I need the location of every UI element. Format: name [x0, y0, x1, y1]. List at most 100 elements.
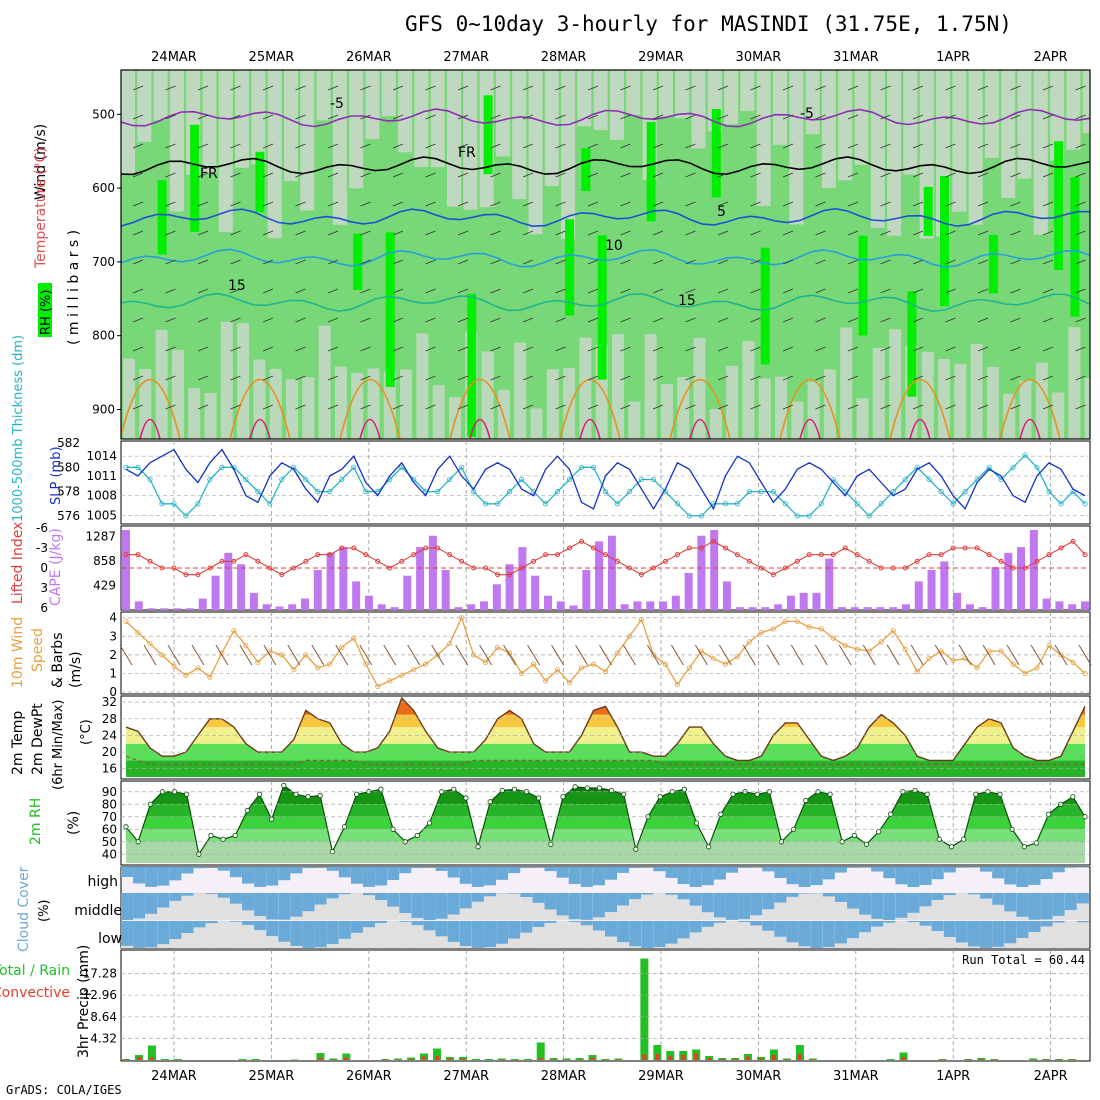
wind10-point — [255, 659, 261, 665]
cape-bar — [428, 535, 437, 610]
wind10-barb — [886, 644, 900, 666]
wind-barb — [847, 85, 859, 91]
wind-barb — [652, 114, 664, 120]
wind-barb — [587, 288, 599, 294]
wind-barb — [717, 375, 729, 381]
wind-barb — [880, 317, 891, 323]
wind10-point — [183, 672, 189, 678]
wind-barb — [685, 317, 696, 323]
precip-convective-bar — [733, 1059, 738, 1060]
cape-bar — [735, 607, 744, 610]
precip-convective-bar — [344, 1057, 349, 1060]
cape-bar — [492, 584, 501, 610]
rh-moist-patch — [255, 151, 265, 213]
cape-bar — [582, 570, 591, 610]
wind-barb — [132, 259, 144, 265]
rh-dry-patch — [740, 70, 755, 112]
wind-barb — [230, 172, 241, 178]
thickness-point — [1082, 501, 1088, 507]
cloud-high-bar — [459, 867, 472, 884]
wind-barb — [1042, 288, 1054, 294]
cloud-middle-bar — [701, 893, 714, 913]
li-point — [147, 558, 153, 564]
wind-barb — [685, 143, 696, 149]
rh-point — [681, 786, 688, 792]
cloud-high-bar — [665, 867, 678, 878]
cloud-high-bar — [919, 867, 932, 885]
li-tick-label: 6 — [40, 601, 48, 615]
cloud-low-bar — [847, 921, 859, 939]
rh-dry-patch — [237, 322, 250, 439]
rh-dry-patch — [432, 385, 445, 439]
y-tick-label: 1 — [109, 666, 117, 680]
wind-barb — [782, 114, 794, 120]
cape-bar — [122, 530, 130, 610]
wind-barb — [685, 114, 696, 120]
wind-barb — [457, 317, 469, 323]
wind-barb — [652, 201, 664, 207]
wind-barb — [717, 404, 729, 410]
cloud-cover-label: Cloud Cover — [16, 866, 32, 952]
wind-barb — [945, 201, 956, 207]
wind-barb — [490, 85, 501, 91]
wind10-barb — [167, 644, 181, 666]
warm-contour — [229, 378, 291, 439]
rh-dry-patch — [220, 321, 233, 439]
cloud-high-bar — [568, 867, 581, 884]
cape-bar — [659, 601, 668, 610]
wind10-point — [842, 642, 848, 649]
rh-dry-patch — [724, 70, 739, 125]
wind-barb — [750, 259, 761, 265]
wind10-point — [542, 678, 549, 684]
cloud-low-bar — [859, 921, 872, 933]
cloud-middle-bg — [181, 893, 194, 920]
cape-bar — [249, 592, 258, 610]
cloud-middle-bar — [508, 893, 521, 894]
cape-bar — [531, 575, 540, 610]
precip-panel — [120, 949, 1091, 1062]
rh-dry-patch — [691, 70, 706, 149]
rh-dry-patch — [414, 70, 429, 168]
cloud-low-bg — [726, 921, 738, 948]
date-label-bottom: 29MAR — [638, 1069, 684, 1084]
rh-point — [451, 786, 457, 792]
cloud-low-bar — [665, 921, 678, 944]
wind-barb — [392, 288, 404, 294]
wind-barb — [750, 85, 761, 91]
wind10-barb — [742, 644, 756, 666]
cape-bar — [1042, 598, 1051, 610]
wind-barb — [295, 404, 306, 410]
temperature-contour — [121, 108, 1090, 128]
wind-barb — [717, 143, 729, 149]
wind-barb — [165, 85, 176, 91]
li-point — [1010, 565, 1016, 571]
li-point — [267, 565, 273, 571]
wind-barb — [1042, 201, 1054, 207]
cape-bar — [454, 607, 463, 610]
rh-dry-patch — [267, 70, 282, 239]
wind-barb — [652, 230, 664, 236]
li-point — [710, 538, 716, 544]
rh-dry-patch — [463, 70, 478, 210]
thickness-point — [171, 501, 177, 507]
rh-dry-patch — [169, 70, 184, 212]
cloud-middle-bg — [629, 893, 642, 920]
wind-barb — [717, 85, 729, 91]
cloud-low-bar — [350, 921, 363, 933]
cloud-low-bar — [955, 921, 968, 943]
wind-barb — [1010, 375, 1021, 381]
cloud-middle-bar — [278, 893, 291, 920]
cloud-middle-bg — [363, 893, 375, 920]
wind-barb — [197, 114, 209, 120]
thickness-point — [650, 476, 657, 483]
wind-barb — [457, 404, 469, 410]
thickness-point — [447, 476, 453, 483]
thickness-point — [495, 501, 501, 507]
wind-barb — [295, 317, 306, 323]
cloud-low-bg — [544, 921, 557, 948]
cloud-middle-bar — [423, 893, 436, 920]
cape-bar — [339, 547, 348, 610]
slp-line — [125, 448, 1086, 511]
temperature-contour — [121, 207, 1090, 228]
precip-total-bar — [316, 1053, 325, 1060]
